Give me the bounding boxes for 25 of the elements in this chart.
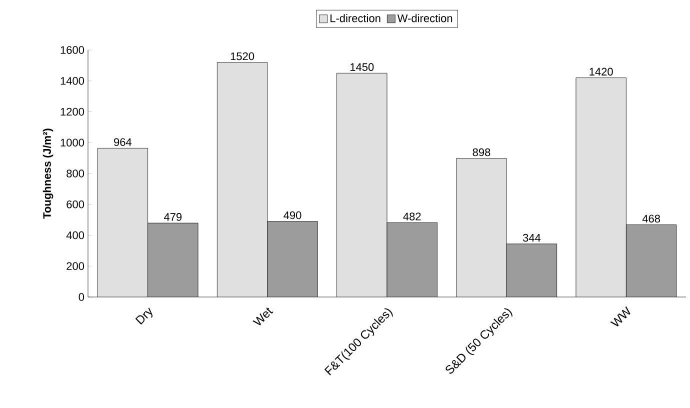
data-label: 344 [522,234,541,242]
y-tick-label: 1400 [60,76,84,85]
data-label: 964 [114,138,132,146]
y-tick-label: 800 [66,170,84,178]
y-tick-label: 400 [66,231,84,240]
legend-label: W-direction [397,14,452,22]
legend-label: L-direction [330,14,380,22]
y-tick-label: 1000 [60,138,84,147]
y-tick-label: 200 [66,262,84,270]
x-tick-label: Wet [252,308,274,326]
data-label: 468 [642,214,660,223]
x-tick-label: Dry [135,308,152,325]
data-label: 490 [284,211,302,220]
y-tick-label: 1600 [60,46,84,54]
data-label: 1420 [590,68,613,76]
data-label: 898 [472,148,490,156]
y-tick-label: 1200 [60,108,84,116]
y-axis-title: Toughness (J/m²) [42,128,54,219]
data-label: 1450 [350,63,374,71]
data-label: 479 [164,213,182,221]
x-tick-label: WW [610,306,630,326]
y-tick-label: 600 [66,200,84,208]
data-label: 1520 [230,52,254,60]
data-label: 482 [403,212,421,220]
y-tick-label: 0 [78,293,84,301]
